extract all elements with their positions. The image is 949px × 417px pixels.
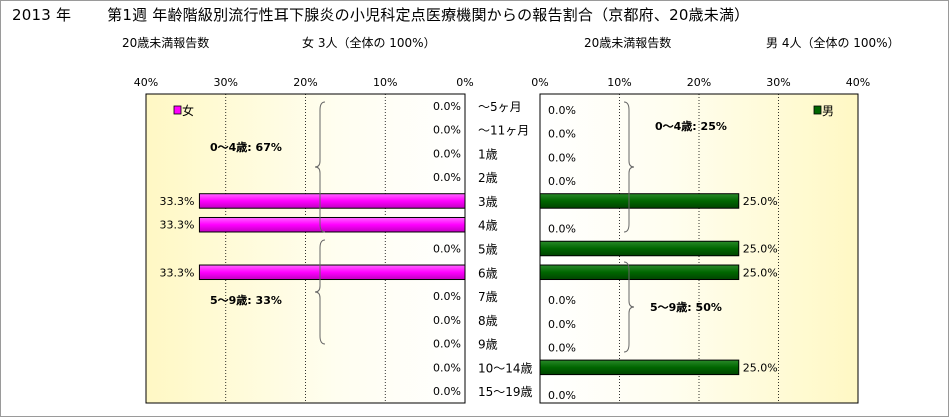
- female-tick-label: 30%: [214, 76, 238, 89]
- female-tick-label: 20%: [293, 76, 317, 89]
- age-category-label: 2歳: [478, 171, 498, 185]
- female-tick-label: 10%: [373, 76, 397, 89]
- age-category-label: 1歳: [478, 147, 498, 161]
- female-count-value: 女 3人（全体の 100%）: [302, 36, 436, 50]
- male-tick-label: 40%: [846, 76, 870, 89]
- age-category-label: ～11ヶ月: [478, 124, 529, 138]
- male-brace-5-9: [623, 261, 635, 353]
- male-legend-swatch: [813, 105, 822, 115]
- female-data-label: 0.0%: [433, 147, 461, 160]
- female-legend-label: 女: [182, 103, 194, 118]
- female-plot-area: [146, 94, 465, 403]
- title-text: 第1週 年齢階級別流行性耳下腺炎の小児科定点医療機関からの報告割合（京都府、20…: [107, 6, 750, 24]
- female-plot-border: [145, 93, 466, 404]
- male-data-label: 0.0%: [548, 389, 576, 402]
- female-annotation-0-4: 0～4歳: 67%: [210, 140, 282, 154]
- female-annotation-5-9: 5～9歳: 33%: [210, 293, 282, 307]
- title-year: 2013 年: [12, 6, 72, 24]
- female-bar: [198, 193, 466, 209]
- male-data-label: 0.0%: [548, 318, 576, 331]
- male-data-label: 0.0%: [548, 175, 576, 188]
- male-data-label: 0.0%: [548, 128, 576, 141]
- male-annotation-0-4: 0～4歳: 25%: [655, 119, 727, 133]
- chart-title: 2013 年 第1週 年齢階級別流行性耳下腺炎の小児科定点医療機関からの報告割合（…: [12, 4, 749, 25]
- male-bar: [539, 359, 740, 376]
- male-bar: [539, 240, 740, 257]
- age-category-label: 6歳: [478, 266, 498, 280]
- female-data-label: 0.0%: [433, 290, 461, 303]
- male-bar: [539, 264, 740, 281]
- female-data-label: 0.0%: [433, 385, 461, 398]
- male-data-label: 0.0%: [548, 223, 576, 236]
- female-bar: [198, 264, 466, 281]
- female-brace-5-9: [314, 239, 326, 345]
- female-data-label: 33.3%: [159, 219, 194, 232]
- age-category-label: 8歳: [478, 314, 498, 328]
- male-data-label: 25.0%: [743, 195, 778, 208]
- female-data-label: 0.0%: [433, 361, 461, 374]
- age-category-label: ～5ヶ月: [478, 100, 522, 114]
- female-data-label: 0.0%: [433, 243, 461, 256]
- male-tick-label: 10%: [607, 76, 631, 89]
- male-count-label: 20歳未満報告数: [584, 36, 672, 50]
- age-category-label: 9歳: [478, 338, 498, 352]
- female-data-label: 0.0%: [433, 338, 461, 351]
- male-brace-0-4: [623, 101, 635, 233]
- male-data-label: 0.0%: [548, 151, 576, 164]
- male-data-label: 0.0%: [548, 104, 576, 117]
- female-data-label: 0.0%: [433, 314, 461, 327]
- female-tick-label: 0%: [456, 76, 473, 89]
- female-brace-0-4: [314, 101, 326, 233]
- male-bar: [539, 193, 740, 209]
- male-legend-label: 男: [822, 104, 834, 118]
- male-data-label: 25.0%: [743, 243, 778, 256]
- male-tick-label: 0%: [531, 76, 548, 89]
- male-tick-label: 20%: [687, 76, 711, 89]
- female-count-label: 20歳未満報告数: [122, 36, 210, 50]
- female-data-label: 0.0%: [433, 100, 461, 113]
- age-category-label: 4歳: [478, 219, 498, 233]
- male-data-label: 25.0%: [743, 266, 778, 279]
- age-category-label: 7歳: [478, 290, 498, 304]
- male-data-label: 25.0%: [743, 361, 778, 374]
- female-bar: [198, 216, 466, 233]
- male-data-label: 0.0%: [548, 342, 576, 355]
- female-data-label: 33.3%: [159, 195, 194, 208]
- age-category-label: 3歳: [478, 195, 498, 209]
- age-category-label: 5歳: [478, 243, 498, 257]
- age-category-label: 15～19歳: [478, 385, 533, 399]
- male-data-label: 0.0%: [548, 294, 576, 307]
- male-annotation-5-9: 5～9歳: 50%: [650, 300, 722, 314]
- male-tick-label: 30%: [766, 76, 790, 89]
- female-data-label: 0.0%: [433, 124, 461, 137]
- female-tick-label: 40%: [134, 76, 158, 89]
- male-count-value: 男 4人（全体の 100%）: [766, 36, 900, 50]
- age-category-label: 10～14歳: [478, 361, 533, 375]
- female-data-label: 33.3%: [159, 266, 194, 279]
- female-legend-swatch: [173, 105, 182, 115]
- female-data-label: 0.0%: [433, 171, 461, 184]
